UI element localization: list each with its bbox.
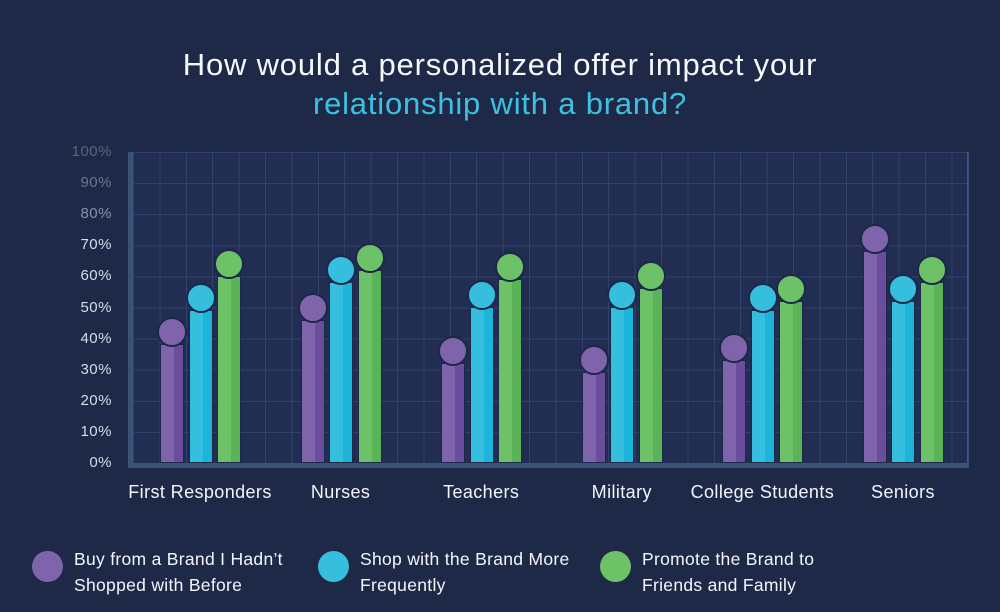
bar-first-responders-series-1	[157, 152, 187, 463]
bar-stick	[441, 363, 466, 463]
bar-first-responders-series-2	[185, 152, 216, 463]
bar-stick	[357, 269, 382, 463]
bar-stick	[891, 300, 916, 463]
bar-military-series-2	[607, 152, 638, 463]
bar-stick	[919, 282, 944, 463]
bar-cap-circle	[776, 273, 807, 304]
y-tick-label-10: 10%	[80, 422, 112, 440]
bar-cap-circle	[635, 261, 666, 292]
bar-cap-circle	[297, 292, 328, 323]
category-label-military: Military	[591, 482, 652, 502]
legend-label-shop-line2: Frequently	[360, 575, 446, 595]
bar-seniors-series-3	[916, 152, 947, 463]
bar-cap-circle	[747, 283, 778, 314]
bar-cap-circle	[326, 255, 357, 286]
bar-cap-circle	[466, 280, 497, 311]
bar-stick	[750, 310, 775, 463]
bar-seniors-series-2	[888, 152, 919, 463]
bar-cap-circle	[495, 252, 526, 283]
y-tick-label-0: 0%	[89, 454, 112, 471]
y-tick-label-20: 20%	[80, 391, 112, 409]
chart-title: How would a personalized offer impact yo…	[0, 45, 1000, 123]
y-tick-label-80: 80%	[80, 205, 112, 223]
legend-label-promote-line1: Promote the Brand to	[642, 549, 815, 569]
legend-swatch-green-icon	[600, 551, 631, 582]
chart-title-line2: relationship with a brand?	[312, 85, 688, 121]
bar-cap-circle	[438, 336, 469, 367]
bar-stick	[722, 359, 747, 463]
bar-cap-circle	[916, 255, 947, 286]
legend-label-promote: Promote the Brand to Friends and Family	[642, 546, 814, 598]
bar-stick	[188, 310, 213, 463]
bar-military-series-3	[635, 152, 666, 463]
bar-group-nurses: Nurses	[297, 152, 385, 502]
bar-stick	[329, 282, 354, 463]
bar-stick	[638, 288, 663, 463]
category-label-first-responders: First Responders	[128, 482, 272, 502]
bar-group-first-responders: First Responders	[128, 152, 271, 502]
chart-title-line1: How would a personalized offer impact yo…	[182, 46, 818, 82]
bar-seniors-series-1	[859, 152, 890, 463]
bar-nurses-series-1	[297, 152, 328, 463]
y-tick-label-50: 50%	[80, 298, 112, 316]
bar-stick	[160, 344, 184, 463]
y-axis: 100% 90% 80% 70% 60% 50% 40% 30% 20% 10% 0%	[0, 143, 112, 471]
bar-stick	[469, 307, 494, 463]
y-tick-label-40: 40%	[80, 329, 112, 347]
bar-cap-circle	[214, 248, 244, 279]
legend-swatch-cyan-icon	[318, 551, 349, 582]
legend-label-promote-line2: Friends and Family	[642, 575, 797, 595]
plot-area: First Responders Nurses Teachers Military Co…	[128, 152, 969, 502]
legend-label-buy-line2: Shopped with Before	[74, 575, 243, 595]
bar-cap-circle	[607, 280, 638, 311]
legend-label-shop-line1: Shop with the Brand More	[360, 549, 570, 569]
legend-label-buy: Buy from a Brand I Hadn’t Shopped with Be…	[74, 546, 283, 598]
category-label-seniors: Seniors	[871, 482, 935, 502]
y-tick-label-60: 60%	[80, 267, 112, 285]
bar-college-students-series-1	[719, 152, 750, 463]
bar-group-seniors: Seniors	[859, 152, 947, 502]
bar-group-military: Military	[578, 152, 666, 502]
bar-stick	[610, 307, 635, 463]
bar-stick	[581, 372, 606, 463]
legend-item-buy: Buy from a Brand I Hadn’t Shopped with Be…	[32, 546, 283, 598]
category-label-nurses: Nurses	[310, 482, 371, 502]
bar-group-college-students: College Students	[691, 152, 834, 502]
category-label-teachers: Teachers	[443, 482, 520, 502]
category-label-college-students: College Students	[690, 482, 835, 502]
legend: Buy from a Brand I Hadn’t Shopped with Be…	[0, 546, 1000, 608]
legend-item-promote: Promote the Brand to Friends and Family	[600, 546, 814, 598]
legend-label-buy-line1: Buy from a Brand I Hadn’t	[74, 549, 283, 569]
bar-first-responders-series-3	[214, 152, 244, 463]
bar-cap-circle	[719, 332, 750, 363]
bar-cap-circle	[859, 224, 890, 255]
bar-stick	[300, 319, 325, 463]
bar-military-series-1	[578, 152, 609, 463]
bar-teachers-series-2	[466, 152, 497, 463]
y-tick-label-30: 30%	[80, 360, 112, 378]
bar-stick	[217, 275, 241, 463]
bar-teachers-series-1	[438, 152, 469, 463]
bar-nurses-series-3	[354, 152, 385, 463]
y-tick-label-70: 70%	[80, 236, 112, 254]
bar-group-teachers: Teachers	[438, 152, 526, 502]
bar-stick	[862, 251, 887, 463]
legend-label-shop: Shop with the Brand More Frequently	[360, 546, 570, 598]
bar-college-students-series-2	[747, 152, 778, 463]
bar-cap-circle	[185, 283, 216, 314]
bar-college-students-series-3	[776, 152, 807, 463]
legend-item-shop: Shop with the Brand More Frequently	[318, 546, 570, 598]
bar-cap-circle	[157, 317, 187, 348]
bar-stick	[779, 300, 804, 463]
bar-teachers-series-3	[495, 152, 526, 463]
bar-cap-circle	[578, 345, 609, 376]
legend-swatch-purple-icon	[32, 551, 63, 582]
y-tick-label-100: 100%	[71, 143, 112, 160]
y-tick-label-90: 90%	[80, 174, 112, 192]
bar-cap-circle	[888, 273, 919, 304]
bar-stick	[498, 279, 523, 463]
bar-nurses-series-2	[326, 152, 357, 463]
bar-cap-circle	[354, 242, 385, 273]
